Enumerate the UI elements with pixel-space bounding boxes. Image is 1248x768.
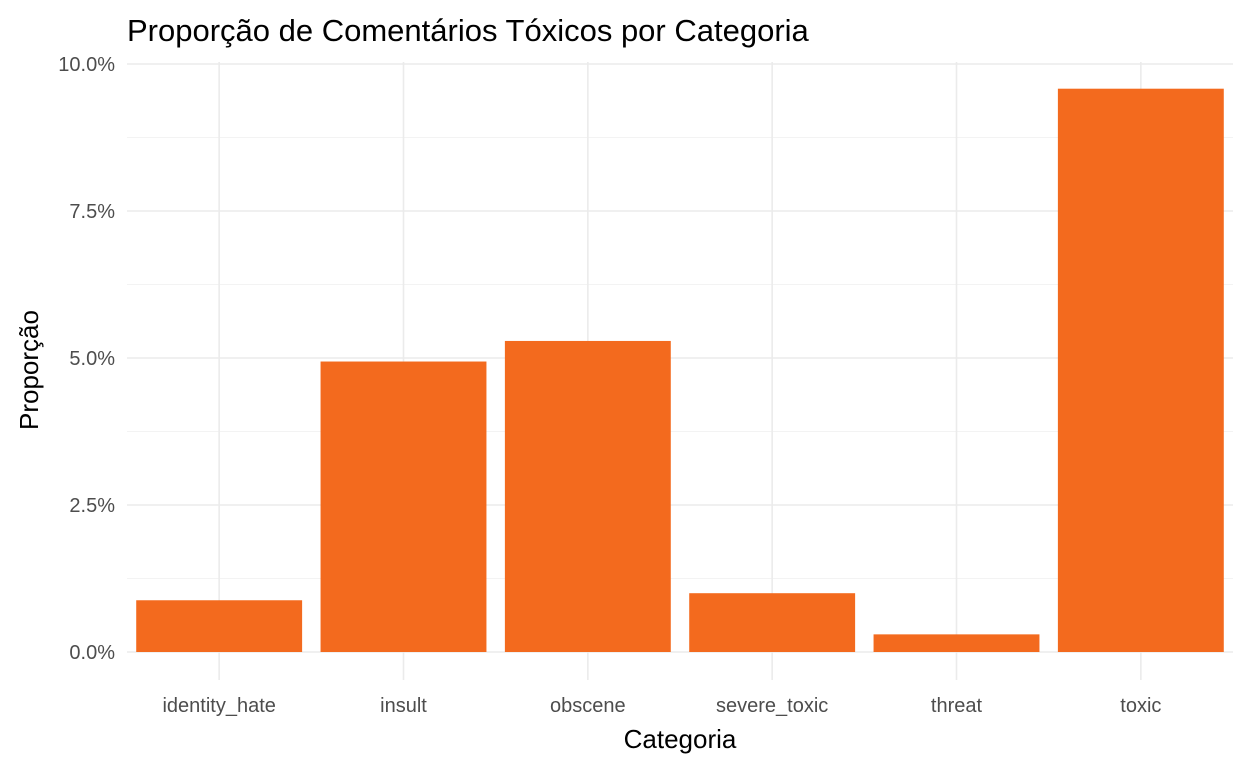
x-tick-label: toxic [1120,695,1161,717]
y-axis-title: Proporção [14,310,44,430]
y-tick-label: 2.5% [69,495,115,517]
bar-toxic [1057,88,1224,653]
x-tick-label: severe_toxic [716,695,828,717]
y-tick-label: 10.0% [58,54,115,76]
y-tick-label: 0.0% [69,642,115,664]
bars [136,88,1224,653]
gridlines [127,62,1233,680]
x-axis-ticks: identity_hate insult obscene severe_toxic th… [162,695,1161,717]
bar-obscene [504,340,671,652]
x-tick-label: threat [931,695,983,717]
bar-identity-hate [136,600,303,652]
x-tick-label: obscene [550,695,626,717]
chart-title: Proporção de Comentários Tóxicos por Cat… [127,13,810,48]
bar-threat [873,634,1040,652]
y-tick-label: 5.0% [69,348,115,370]
bar-insult [320,361,487,652]
x-tick-label: identity_hate [162,695,275,717]
x-tick-label: insult [380,695,427,717]
bar-severe-toxic [689,593,856,652]
y-tick-label: 7.5% [69,201,115,223]
y-axis-ticks: 0.0% 2.5% 5.0% 7.5% 10.0% [58,54,115,664]
x-axis-title: Categoria [624,724,737,754]
